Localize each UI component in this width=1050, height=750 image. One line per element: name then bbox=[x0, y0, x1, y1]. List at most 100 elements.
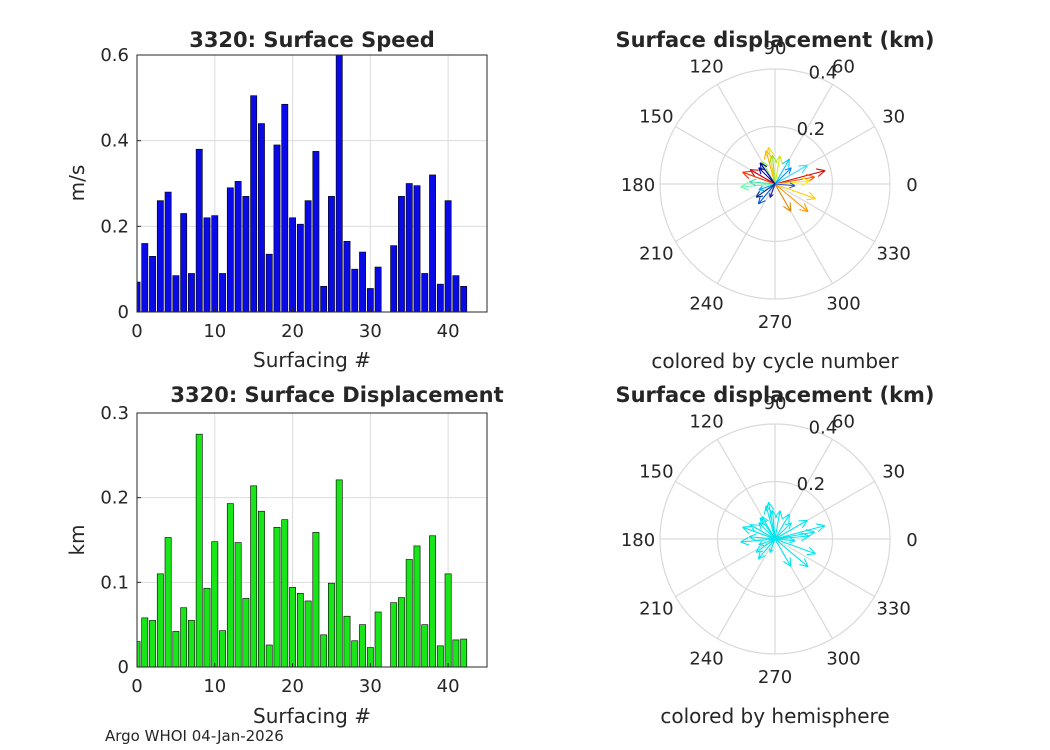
displacement-arrow bbox=[769, 183, 776, 198]
bar bbox=[390, 245, 398, 313]
bar bbox=[312, 151, 320, 313]
bar bbox=[405, 183, 413, 313]
polar-angle-label: 240 bbox=[689, 649, 723, 670]
bar bbox=[304, 600, 312, 668]
polar-hemisphere-arrows bbox=[740, 501, 826, 568]
polar-spoke bbox=[774, 183, 875, 243]
displacement-arrow bbox=[774, 522, 792, 540]
bar bbox=[141, 243, 149, 313]
polar-angle-label: 150 bbox=[639, 107, 673, 128]
polar-angle-label: 90 bbox=[764, 393, 787, 414]
displacement-arrow bbox=[742, 170, 776, 185]
bar bbox=[188, 620, 195, 668]
bar bbox=[374, 266, 382, 313]
displacement-arrow bbox=[774, 537, 796, 544]
displacement-arrow bbox=[759, 517, 776, 540]
polar-angle-label: 330 bbox=[876, 244, 910, 265]
bar bbox=[405, 559, 413, 668]
bar bbox=[258, 510, 265, 668]
bar bbox=[149, 256, 156, 313]
bar bbox=[452, 639, 460, 668]
bar bbox=[265, 253, 273, 313]
bar bbox=[172, 275, 180, 313]
polar-angle-label: 30 bbox=[882, 462, 905, 483]
polar-spoke bbox=[716, 183, 776, 284]
displacement-arrow bbox=[758, 538, 776, 546]
bar bbox=[195, 148, 203, 313]
bar bbox=[289, 217, 296, 313]
displacement-arrow bbox=[774, 538, 816, 556]
bar bbox=[242, 598, 250, 668]
y-tick-label: 0.2 bbox=[100, 488, 129, 509]
displacement-bar-chart: 3320: Surface Displacement 0 10 20 30 40 0 0.… bbox=[65, 383, 504, 728]
displacement-arrow bbox=[774, 538, 792, 567]
bar bbox=[265, 644, 273, 668]
displacement-arrow bbox=[774, 513, 790, 540]
bar bbox=[413, 545, 421, 668]
displacement-arrow bbox=[774, 182, 796, 189]
polar-hemisphere-radius-labels: 0.2 0.4 bbox=[797, 418, 838, 495]
bar bbox=[444, 573, 452, 668]
y-tick-label: 0 bbox=[118, 657, 129, 678]
polar-hemisphere-caption: colored by hemisphere bbox=[660, 704, 889, 728]
bar bbox=[203, 217, 211, 313]
bar bbox=[195, 433, 203, 668]
bar bbox=[460, 285, 468, 313]
x-tick-label: 20 bbox=[281, 321, 304, 342]
polar-angle-label: 120 bbox=[689, 411, 723, 432]
bar bbox=[273, 144, 281, 313]
bar bbox=[296, 223, 304, 313]
x-tick-label: 0 bbox=[131, 676, 142, 697]
bar bbox=[250, 485, 258, 668]
bar bbox=[188, 273, 195, 313]
bar bbox=[328, 196, 335, 313]
displacement-arrow bbox=[757, 538, 776, 560]
polar-angle-label: 60 bbox=[832, 411, 855, 432]
bar bbox=[444, 200, 452, 313]
speed-bars bbox=[136, 54, 468, 313]
speed-bar-chart: 3320: Surface Speed 0 10 20 30 40 0 0.2 0.4 0.6… bbox=[65, 28, 488, 372]
polar-spoke bbox=[675, 538, 776, 598]
displacement-y-axis-label: km bbox=[65, 524, 89, 555]
speed-y-axis-label: m/s bbox=[65, 165, 89, 202]
polar-angle-label: 300 bbox=[826, 294, 860, 315]
polar-angle-label: 270 bbox=[758, 667, 792, 688]
displacement-arrow bbox=[742, 525, 776, 540]
displacement-axes-box bbox=[136, 412, 488, 668]
displacement-arrow bbox=[740, 181, 776, 191]
bar bbox=[436, 283, 444, 313]
bar bbox=[156, 200, 164, 313]
x-tick-label: 40 bbox=[437, 676, 460, 697]
polar-spoke bbox=[716, 538, 776, 639]
x-tick-label: 30 bbox=[359, 676, 382, 697]
polar-radius-label: 0.4 bbox=[809, 418, 838, 439]
displacement-arrow bbox=[740, 536, 776, 546]
x-tick-label: 30 bbox=[359, 321, 382, 342]
bar bbox=[180, 607, 188, 668]
bar bbox=[452, 275, 460, 313]
y-tick-label: 0.6 bbox=[100, 45, 129, 66]
displacement-arrow bbox=[769, 538, 776, 553]
bar bbox=[413, 185, 421, 313]
polar-spoke bbox=[675, 183, 776, 243]
polar-angle-label: 30 bbox=[882, 107, 905, 128]
displacement-x-ticks: 0 10 20 30 40 bbox=[131, 663, 460, 697]
displacement-arrow bbox=[768, 155, 778, 185]
polar-spoke bbox=[774, 538, 875, 598]
speed-x-ticks: 0 10 20 30 40 bbox=[131, 308, 460, 342]
displacement-arrow bbox=[774, 164, 808, 185]
displacement-y-ticks: 0 0.1 0.2 0.3 bbox=[100, 403, 141, 678]
polar-cycle-title: Surface displacement (km) bbox=[615, 28, 934, 52]
displacement-arrow bbox=[768, 510, 778, 540]
bar bbox=[219, 630, 226, 668]
bar bbox=[281, 103, 289, 313]
displacement-arrow bbox=[774, 177, 810, 187]
polar-angle-label: 270 bbox=[758, 312, 792, 333]
y-tick-label: 0.4 bbox=[100, 131, 129, 152]
displacement-arrow bbox=[755, 183, 776, 198]
displacement-arrow bbox=[774, 158, 790, 185]
polar-angle-label: 150 bbox=[639, 462, 673, 483]
bar bbox=[351, 268, 359, 313]
displacement-arrow bbox=[774, 532, 810, 542]
bar bbox=[172, 631, 180, 668]
